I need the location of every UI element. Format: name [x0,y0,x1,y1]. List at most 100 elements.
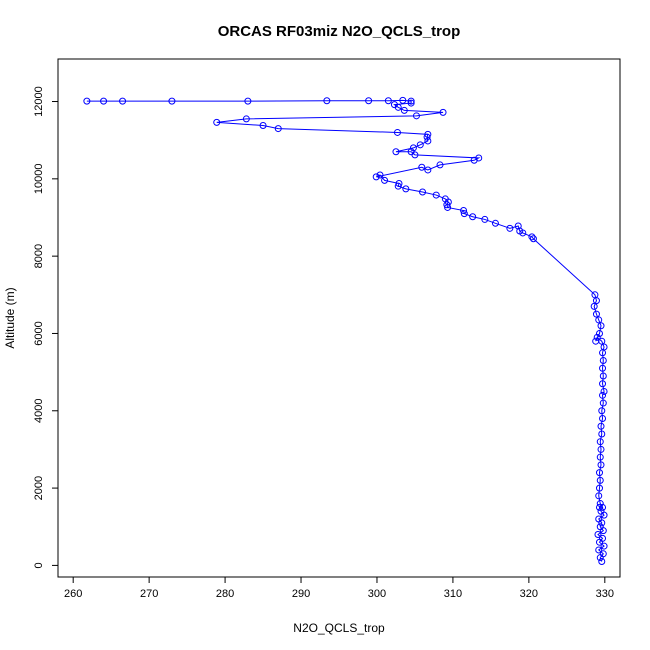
data-point [599,415,607,423]
data-point [599,534,607,542]
data-point [595,316,603,324]
data-point [514,222,522,230]
x-tick-label: 270 [140,588,158,600]
data-point [168,97,176,105]
data-point [596,500,604,508]
data-point [395,179,403,187]
x-axis-label: N2O_QCLS_trop [293,621,385,635]
data-point [393,128,401,136]
data-point [460,207,468,215]
y-axis-label: Altitude (m) [3,287,17,348]
data-point [516,227,524,235]
x-tick-label: 300 [368,588,386,600]
data-point [407,99,415,107]
data-point [400,106,408,114]
x-tick-label: 320 [520,588,538,600]
data-point [392,148,400,156]
data-point [242,115,250,123]
data-point [599,503,607,511]
data-point [599,357,607,365]
data-point [595,503,603,511]
data-point [595,469,603,477]
data-point [390,101,398,109]
data-point [597,461,605,469]
data-point [595,492,603,500]
x-tick-label: 310 [444,588,462,600]
data-point [376,171,384,179]
data-point [596,476,604,484]
data-point [402,185,410,193]
data-point [469,213,477,221]
data-point [596,438,604,446]
data-point [506,224,514,232]
data-point [595,546,603,554]
data-point [384,97,392,105]
data-point [590,302,598,310]
data-point [432,191,440,199]
data-point [594,530,602,538]
data-point [407,97,415,105]
data-point [600,542,608,550]
data-point [596,453,604,461]
data-point [409,144,417,152]
data-point [599,364,607,372]
data-point [381,176,389,184]
chart-title: ORCAS RF03miz N2O_QCLS_trop [218,23,461,40]
data-point [600,343,608,351]
data-point [274,125,282,133]
data-point [596,523,604,531]
data-point [394,182,402,190]
data-point [593,333,601,341]
data-point [592,310,600,318]
data-point [244,97,252,105]
data-point [597,507,605,515]
data-point [598,558,606,566]
data-point [423,133,431,141]
data-point [600,387,608,395]
data-point [444,203,452,211]
data-point [424,166,432,174]
data-point [259,121,267,129]
x-axis: 260 270 280 290 300 310 320 330 [64,576,614,600]
data-point [481,215,489,223]
data-point [599,550,607,558]
x-tick-label: 280 [216,588,234,600]
data-point [365,97,373,105]
y-tick-label: 10000 [33,164,45,195]
data-point [416,141,424,149]
data-point [595,484,603,492]
y-tick-label: 2000 [33,476,45,500]
x-tick-label: 330 [596,588,614,600]
data-point [491,219,499,227]
data-point [599,391,607,399]
data-point [528,233,536,241]
data-point [599,399,607,407]
data-point [598,407,606,415]
y-tick-label: 6000 [33,321,45,345]
data-point [441,195,449,203]
data-point [595,329,603,337]
y-tick-label: 0 [33,562,45,568]
data-point [407,148,415,156]
y-tick-label: 4000 [33,399,45,423]
x-tick-label: 290 [292,588,310,600]
data-point [599,372,607,380]
data-point [439,108,447,116]
data-point [597,422,605,430]
data-point [436,161,444,169]
data-point [597,445,605,453]
data-point [475,154,483,162]
data-point [399,96,407,104]
data-point [592,337,600,345]
data-point [418,163,426,171]
data-point [424,130,432,138]
data-point [529,235,537,243]
data-point [591,291,599,299]
y-tick-label: 8000 [33,244,45,268]
data-point [100,97,108,105]
data-point [424,137,432,145]
data-point [595,515,603,523]
data-point [323,97,331,105]
